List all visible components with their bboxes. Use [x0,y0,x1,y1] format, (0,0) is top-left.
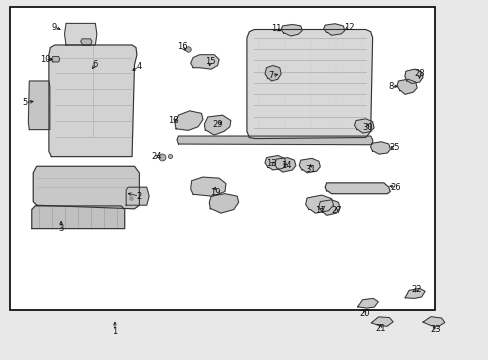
Polygon shape [204,115,230,135]
Text: 28: 28 [413,69,424,78]
Text: 1: 1 [112,327,117,336]
Text: 30: 30 [362,123,372,132]
Text: 29: 29 [212,120,223,129]
Polygon shape [64,23,97,45]
Polygon shape [209,194,238,213]
Polygon shape [323,24,344,35]
Polygon shape [190,177,225,196]
Polygon shape [49,45,137,157]
Polygon shape [299,158,320,173]
Text: 7: 7 [268,71,273,80]
Text: 16: 16 [177,42,187,51]
Text: 25: 25 [389,143,400,152]
Text: 4: 4 [137,62,142,71]
Text: 11: 11 [270,24,281,33]
Polygon shape [264,66,281,81]
Text: 22: 22 [410,285,421,294]
Text: 10: 10 [40,55,50,64]
Polygon shape [370,142,389,154]
Polygon shape [354,119,373,133]
Polygon shape [318,200,339,215]
Polygon shape [422,317,444,327]
Text: 9: 9 [51,23,56,32]
Text: 5: 5 [23,98,28,107]
Text: 24: 24 [151,152,162,161]
Polygon shape [281,24,302,36]
Polygon shape [126,187,149,205]
Text: 20: 20 [358,309,369,318]
Polygon shape [357,298,378,308]
Text: 12: 12 [344,23,354,32]
Polygon shape [190,55,219,69]
Text: 18: 18 [168,116,179,125]
Polygon shape [274,158,295,172]
Polygon shape [396,79,416,94]
Text: 6: 6 [93,60,98,69]
Text: 2: 2 [137,192,142,201]
Polygon shape [177,136,372,145]
Bar [10,7,434,310]
Polygon shape [305,195,333,213]
Text: 14: 14 [280,161,291,170]
Polygon shape [33,166,139,209]
Polygon shape [246,30,372,139]
Polygon shape [371,317,392,326]
Polygon shape [404,69,422,84]
Text: 13: 13 [265,159,276,168]
Polygon shape [264,156,285,170]
Text: 23: 23 [429,325,440,334]
Polygon shape [175,111,203,130]
Polygon shape [404,288,424,298]
Text: 3: 3 [59,224,63,233]
Text: 26: 26 [390,183,401,192]
Polygon shape [325,183,389,194]
Polygon shape [32,206,124,229]
Text: 19: 19 [209,188,220,197]
Text: 17: 17 [314,206,325,215]
Text: 27: 27 [330,206,341,215]
Polygon shape [81,39,92,45]
Polygon shape [28,81,50,130]
Polygon shape [51,57,60,62]
Text: 21: 21 [374,324,385,333]
Text: 31: 31 [305,165,315,174]
Text: 15: 15 [204,57,215,66]
Text: 8: 8 [388,82,393,91]
